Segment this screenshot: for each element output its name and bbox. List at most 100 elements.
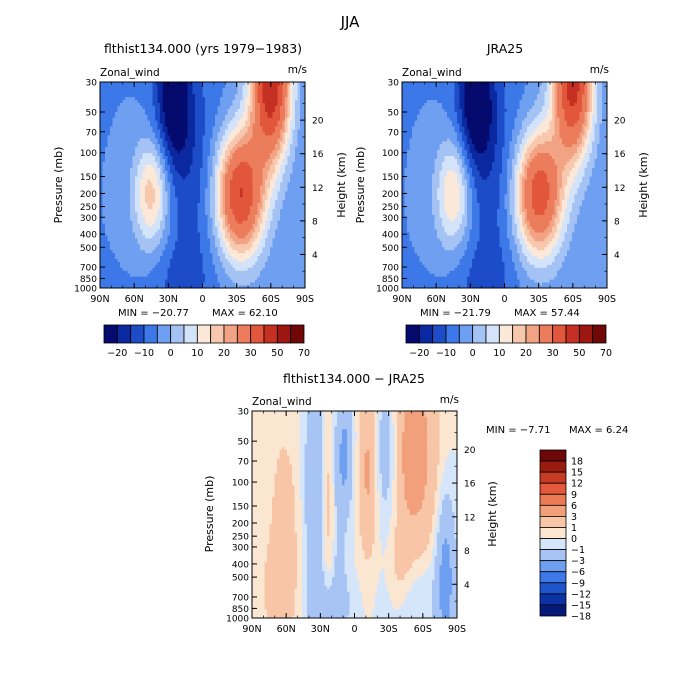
contour-cell xyxy=(207,182,211,186)
contour-cell xyxy=(190,193,193,198)
contour-cell xyxy=(197,199,201,204)
contour-cell xyxy=(262,199,266,204)
contour-cell xyxy=(197,235,201,239)
contour-cell xyxy=(220,279,223,283)
contour-cell xyxy=(177,229,181,233)
contour-cell xyxy=(185,220,188,224)
contour-cell xyxy=(167,146,171,151)
contour-cell xyxy=(292,258,296,262)
contour-cell xyxy=(227,137,231,142)
contour-cell xyxy=(185,237,188,242)
contour-cell xyxy=(282,261,286,265)
contour-cell xyxy=(197,164,201,168)
contour-cell xyxy=(105,123,108,127)
contour-cell xyxy=(172,179,176,183)
contour-cell xyxy=(300,258,303,262)
contour-cell xyxy=(240,108,243,112)
contour-cell xyxy=(127,285,131,288)
contour-cell xyxy=(227,273,231,277)
contour-cell xyxy=(187,285,191,288)
contour-cell xyxy=(125,137,128,142)
contour-cell xyxy=(265,126,268,130)
contour-cell xyxy=(102,114,106,118)
contour-cell xyxy=(150,155,153,159)
contour-cell xyxy=(127,226,131,230)
contour-cell xyxy=(210,205,213,209)
contour-cell xyxy=(190,252,193,257)
contour-cell xyxy=(260,220,263,224)
contour-cell xyxy=(262,276,266,280)
contour-cell xyxy=(247,202,251,206)
contour-cell xyxy=(215,211,218,215)
contour-cell xyxy=(237,132,241,136)
contour-cell xyxy=(285,182,288,186)
contour-cell xyxy=(125,232,128,236)
contour-cell xyxy=(265,193,268,198)
contour-cell xyxy=(172,252,176,257)
contour-cell xyxy=(245,240,248,245)
contour-cell xyxy=(185,173,188,177)
contour-cell xyxy=(252,211,256,215)
contour-cell xyxy=(130,246,133,251)
contour-cell xyxy=(172,261,176,265)
contour-cell xyxy=(300,173,303,177)
contour-cell xyxy=(165,205,168,209)
contour-cell xyxy=(212,279,216,283)
contour-cell xyxy=(142,132,146,136)
contour-cell xyxy=(177,193,181,198)
contour-cell xyxy=(282,140,286,145)
contour-cell xyxy=(117,132,121,136)
contour-cell xyxy=(182,120,186,124)
contour-cell xyxy=(292,243,296,248)
contour-cell xyxy=(167,211,171,215)
contour-cell xyxy=(135,214,138,218)
contour-cell xyxy=(185,149,188,154)
contour-cell xyxy=(275,117,278,121)
contour-cell xyxy=(177,149,181,154)
contour-cell xyxy=(125,179,128,183)
contour-cell xyxy=(287,211,291,215)
contour-cell xyxy=(107,199,111,204)
contour-cell xyxy=(182,126,186,130)
contour-cell xyxy=(190,161,193,165)
contour-cell xyxy=(222,193,226,198)
contour-cell xyxy=(130,261,133,265)
contour-cell xyxy=(230,276,233,280)
contour-cell xyxy=(267,167,271,171)
contour-cell xyxy=(260,117,263,121)
contour-cell xyxy=(280,170,283,174)
contour-cell xyxy=(157,190,161,195)
contour-cell xyxy=(280,173,283,177)
contour-cell xyxy=(142,255,146,259)
contour-cell xyxy=(245,158,248,162)
contour-cell xyxy=(195,161,198,165)
contour-cell xyxy=(180,193,183,198)
contour-cell xyxy=(197,161,201,165)
contour-cell xyxy=(227,243,231,248)
contour-cell xyxy=(295,185,298,189)
contour-cell xyxy=(155,217,158,221)
contour-cell xyxy=(215,152,218,156)
contour-cell xyxy=(152,214,156,218)
contour-cell xyxy=(137,285,141,288)
contour-cell xyxy=(115,199,118,204)
contour-cell xyxy=(235,143,238,148)
contour-cell xyxy=(252,196,256,201)
contour-cell xyxy=(215,170,218,174)
contour-cell xyxy=(185,279,188,283)
contour-cell xyxy=(257,158,261,162)
contour-cell xyxy=(280,158,283,162)
contour-cell xyxy=(250,264,253,268)
contour-cell xyxy=(200,132,203,136)
contour-cell xyxy=(237,164,241,168)
contour-cell xyxy=(130,199,133,204)
contour-cell xyxy=(212,208,216,212)
contour-cell xyxy=(172,205,176,209)
contour-cell xyxy=(235,267,238,271)
contour-cell xyxy=(262,255,266,259)
contour-cell xyxy=(122,134,126,139)
contour-cell xyxy=(272,235,276,239)
contour-cell xyxy=(257,161,261,165)
contour-cell xyxy=(252,158,256,162)
contour-cell xyxy=(142,152,146,156)
